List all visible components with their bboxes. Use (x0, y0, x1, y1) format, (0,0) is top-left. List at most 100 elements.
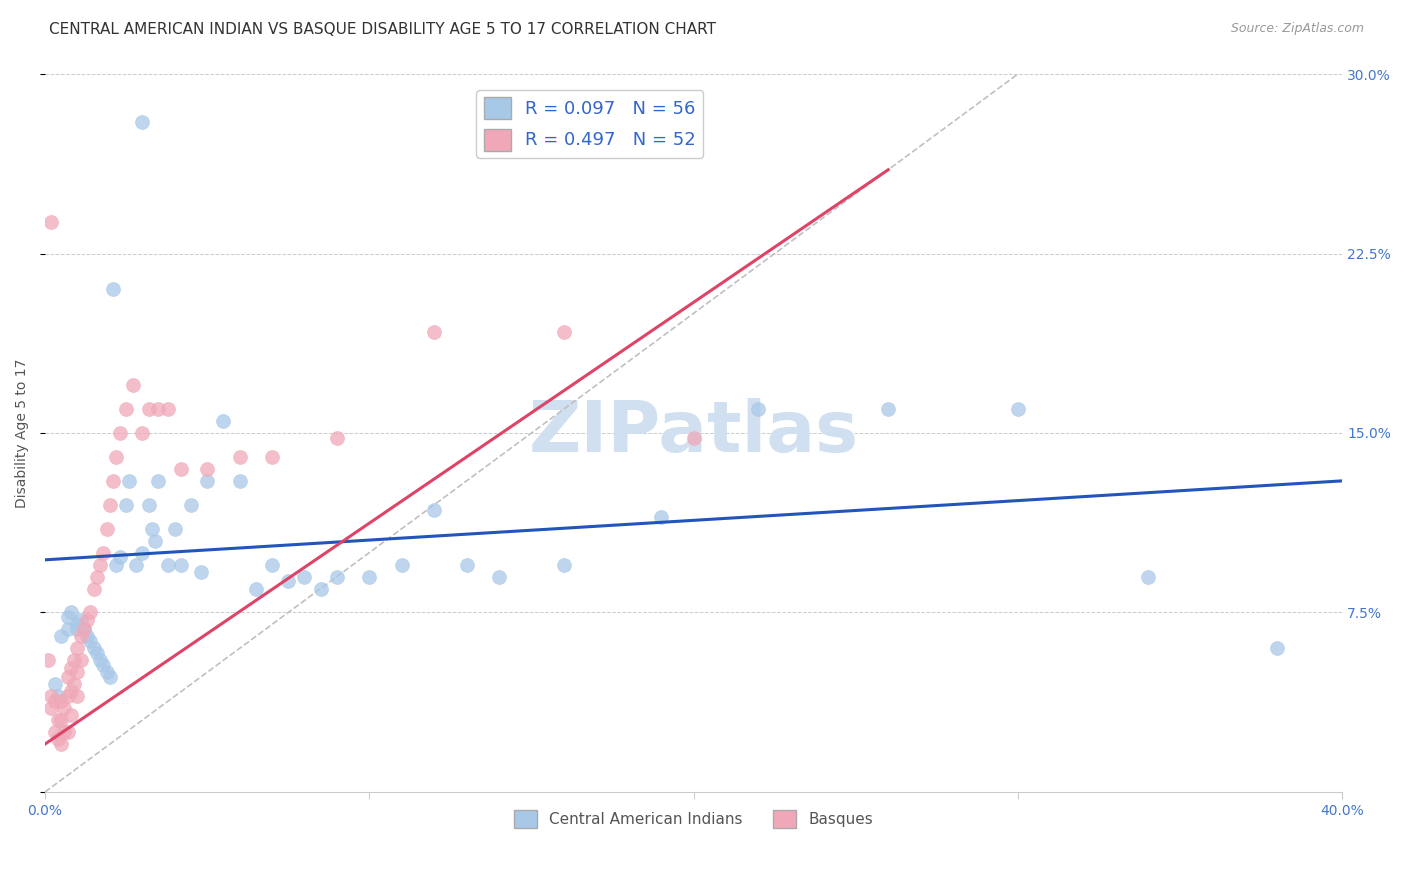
Point (180, 498, 202, 512)
Point (96, 522, 118, 536)
Point (131, 115, 153, 129)
Point (63, 653, 86, 667)
Y-axis label: Disability Age 5 to 17: Disability Age 5 to 17 (15, 359, 30, 508)
Text: CENTRAL AMERICAN INDIAN VS BASQUE DISABILITY AGE 5 TO 17 CORRELATION CHART: CENTRAL AMERICAN INDIAN VS BASQUE DISABI… (49, 22, 716, 37)
Point (423, 326, 446, 340)
Point (1136, 569, 1159, 583)
Point (59, 606, 82, 620)
Point (326, 431, 349, 445)
Point (125, 558, 148, 572)
Point (41, 701, 63, 715)
Point (294, 569, 316, 583)
Point (46, 732, 69, 747)
Point (309, 582, 332, 596)
Point (138, 498, 160, 512)
Point (359, 569, 381, 583)
Point (423, 502, 446, 516)
Text: ZIPatlas: ZIPatlas (529, 399, 859, 467)
Point (163, 522, 186, 536)
Point (79, 634, 101, 648)
Point (228, 474, 250, 488)
Point (170, 558, 193, 572)
Point (46, 690, 69, 704)
Point (59, 684, 82, 698)
Point (51, 737, 73, 751)
Point (131, 546, 153, 560)
Point (56, 622, 79, 636)
Point (143, 533, 166, 548)
Point (108, 425, 131, 440)
Point (105, 450, 128, 464)
Point (488, 569, 510, 583)
Point (98, 498, 121, 512)
Point (553, 326, 575, 340)
Point (456, 558, 478, 572)
Text: Source: ZipAtlas.com: Source: ZipAtlas.com (1230, 22, 1364, 36)
Point (141, 522, 163, 536)
Legend: Central American Indians, Basques: Central American Indians, Basques (508, 804, 879, 835)
Point (83, 582, 105, 596)
Point (138, 402, 160, 417)
Point (115, 498, 138, 512)
Point (118, 474, 141, 488)
Point (73, 622, 96, 636)
Point (76, 629, 98, 643)
Point (56, 670, 79, 684)
Point (553, 558, 575, 572)
Point (44, 677, 66, 691)
Point (66, 622, 89, 636)
Point (157, 558, 180, 572)
Point (41, 690, 63, 704)
Point (56, 725, 79, 739)
Point (121, 378, 143, 392)
Point (101, 474, 124, 488)
Point (108, 550, 131, 565)
Point (170, 462, 193, 476)
Point (96, 665, 118, 680)
Point (747, 402, 769, 417)
Point (190, 565, 212, 579)
Point (51, 713, 73, 727)
Point (89, 653, 111, 667)
Point (877, 402, 900, 417)
Point (101, 282, 124, 296)
Point (83, 641, 105, 656)
Point (86, 569, 108, 583)
Point (98, 670, 121, 684)
Point (277, 574, 299, 589)
Point (89, 558, 111, 572)
Point (53, 701, 76, 715)
Point (37, 653, 59, 667)
Point (41, 215, 63, 229)
Point (1267, 641, 1289, 656)
Point (69, 653, 91, 667)
Point (260, 558, 283, 572)
Point (391, 558, 413, 572)
Point (51, 694, 73, 708)
Point (195, 474, 218, 488)
Point (93, 546, 115, 560)
Point (79, 606, 101, 620)
Point (63, 677, 86, 691)
Point (66, 617, 89, 632)
Point (44, 725, 66, 739)
Point (93, 658, 115, 673)
Point (76, 613, 98, 627)
Point (105, 558, 128, 572)
Point (1007, 402, 1029, 417)
Point (56, 690, 79, 704)
Point (66, 641, 89, 656)
Point (51, 629, 73, 643)
Point (682, 431, 704, 445)
Point (53, 725, 76, 739)
Point (245, 582, 267, 596)
Point (56, 610, 79, 624)
Point (69, 613, 91, 627)
Point (115, 402, 138, 417)
Point (260, 450, 283, 464)
Point (46, 713, 69, 727)
Point (66, 690, 89, 704)
Point (66, 665, 89, 680)
Point (44, 694, 66, 708)
Point (195, 462, 218, 476)
